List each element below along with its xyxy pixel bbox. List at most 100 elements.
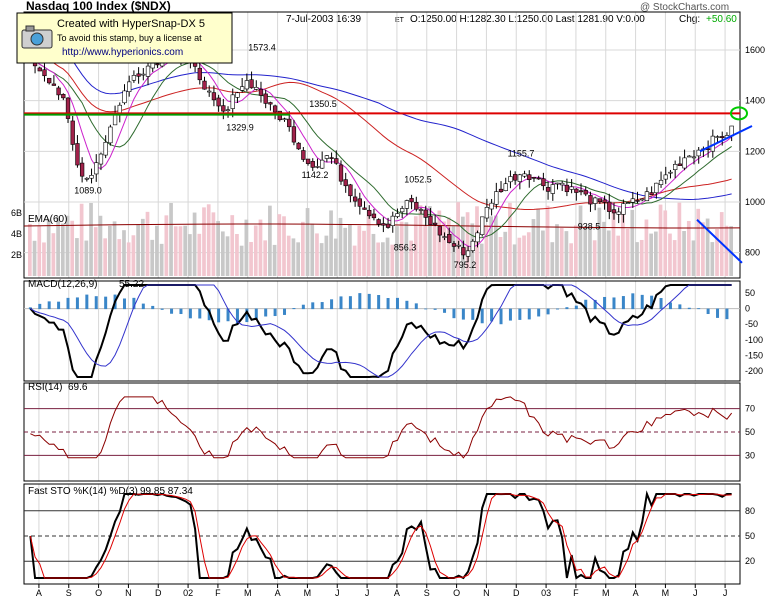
volume-bar bbox=[51, 233, 56, 276]
x-tick-label: M bbox=[244, 588, 252, 598]
candle-body bbox=[348, 184, 353, 197]
candle-body bbox=[385, 223, 391, 228]
volume-bar bbox=[569, 243, 573, 276]
macd-histogram-bar bbox=[198, 308, 202, 319]
volume-bar bbox=[282, 216, 286, 276]
macd-histogram-bar bbox=[471, 308, 475, 320]
macd-histogram-bar bbox=[207, 308, 211, 321]
volume-bar bbox=[409, 240, 413, 276]
trendline-down bbox=[696, 219, 743, 264]
volume-bar bbox=[446, 217, 451, 276]
candle-body bbox=[202, 80, 207, 90]
candle-body bbox=[103, 141, 108, 156]
x-tick-label: J bbox=[335, 588, 340, 598]
macd-histogram-bar bbox=[245, 308, 249, 323]
volume-bar bbox=[188, 234, 192, 276]
candle-body bbox=[503, 183, 508, 191]
camera-icon bbox=[21, 25, 53, 49]
macd-histogram-bar bbox=[179, 308, 183, 315]
x-tick-label: A bbox=[633, 588, 639, 598]
volume-bar bbox=[89, 202, 93, 276]
volume-bar bbox=[592, 240, 597, 276]
x-tick-label: D bbox=[513, 588, 520, 598]
candle-body bbox=[607, 201, 612, 212]
macd-histogram-bar bbox=[132, 297, 136, 310]
macd-histogram-bar bbox=[104, 296, 108, 310]
volume-bar bbox=[305, 208, 310, 276]
volume-bar bbox=[348, 224, 352, 276]
volume-bar bbox=[216, 221, 220, 276]
candle-body bbox=[611, 209, 617, 214]
x-tick-label: N bbox=[483, 588, 490, 598]
y-tick-label: 1200 bbox=[745, 146, 765, 156]
candle-body bbox=[357, 198, 362, 207]
macd-histogram-bar bbox=[301, 304, 305, 310]
candle-body bbox=[409, 198, 414, 203]
volume-bar bbox=[423, 225, 428, 276]
candle-body bbox=[367, 209, 372, 217]
volume-bar bbox=[606, 230, 611, 276]
ema-label: EMA(60) bbox=[28, 214, 67, 225]
volume-bar bbox=[583, 227, 588, 276]
stochastic-panel: 80 50 20 bbox=[23, 483, 755, 585]
candle-body bbox=[305, 158, 311, 164]
macd-histogram-bar bbox=[377, 295, 381, 310]
volume-bar bbox=[263, 240, 268, 276]
panel-border bbox=[23, 11, 741, 279]
volume-bar bbox=[395, 226, 399, 276]
candle-body bbox=[480, 216, 485, 235]
volume-bar bbox=[333, 238, 338, 276]
candle-body bbox=[141, 73, 146, 76]
y-tick-label: 1400 bbox=[745, 96, 765, 106]
candle-body bbox=[89, 175, 94, 179]
candle-body bbox=[51, 83, 57, 86]
volume-bar bbox=[173, 226, 178, 276]
volume-bar bbox=[319, 243, 324, 276]
macd-histogram-bar bbox=[358, 293, 362, 310]
macd-histogram-bar bbox=[38, 303, 42, 310]
candle-body bbox=[489, 202, 494, 210]
candle-body bbox=[668, 171, 673, 174]
candle-body bbox=[527, 174, 532, 180]
volume-bar bbox=[79, 203, 84, 276]
candle-body bbox=[461, 247, 466, 256]
volume-bar bbox=[555, 224, 559, 276]
volume-bar bbox=[211, 212, 216, 276]
candle-body bbox=[442, 236, 447, 238]
rsi-tick-label: 50 bbox=[745, 427, 755, 437]
highlight-ellipse bbox=[730, 106, 748, 121]
macd-histogram-bar bbox=[273, 308, 277, 317]
macd-value: 55.22 bbox=[119, 279, 144, 290]
candle-body bbox=[249, 79, 254, 89]
candle-body bbox=[197, 67, 202, 81]
candle-body bbox=[696, 149, 701, 157]
volume-bar bbox=[75, 238, 79, 276]
hypersnap-stamp: Created with HyperSnap-DX 5 To avoid thi… bbox=[16, 12, 233, 64]
rsi-title: RSI(14) bbox=[28, 382, 62, 393]
macd-tick-label: -50 bbox=[745, 319, 758, 329]
price-label: 795.2 bbox=[454, 260, 477, 270]
candle-body bbox=[465, 250, 471, 257]
candle-body bbox=[390, 215, 395, 226]
candle-body bbox=[414, 201, 419, 210]
x-tick-label: J bbox=[365, 588, 370, 598]
macd-panel: 50 0 -50 -100 -150 -200 bbox=[23, 280, 763, 382]
volume-tick-label: 2B bbox=[11, 250, 22, 260]
volume-bar bbox=[197, 233, 202, 276]
volume-bar bbox=[249, 241, 253, 276]
volume-bar bbox=[42, 242, 46, 276]
rsi-value: 69.6 bbox=[68, 382, 88, 393]
x-tick-label: O bbox=[453, 588, 460, 598]
macd-histogram-bar bbox=[706, 308, 710, 315]
volume-bar bbox=[37, 226, 42, 276]
volume-bar bbox=[597, 207, 602, 276]
ma-green-line bbox=[29, 55, 732, 239]
candle-body bbox=[569, 186, 574, 190]
volume-bar bbox=[65, 215, 70, 276]
panel-border bbox=[23, 483, 741, 585]
sto-title: Fast STO %K(14) %D(3) bbox=[28, 486, 138, 497]
volume-bar bbox=[310, 223, 315, 276]
x-tick-label: A bbox=[275, 588, 281, 598]
volume-bar bbox=[456, 202, 461, 276]
volume-bar bbox=[253, 225, 258, 276]
